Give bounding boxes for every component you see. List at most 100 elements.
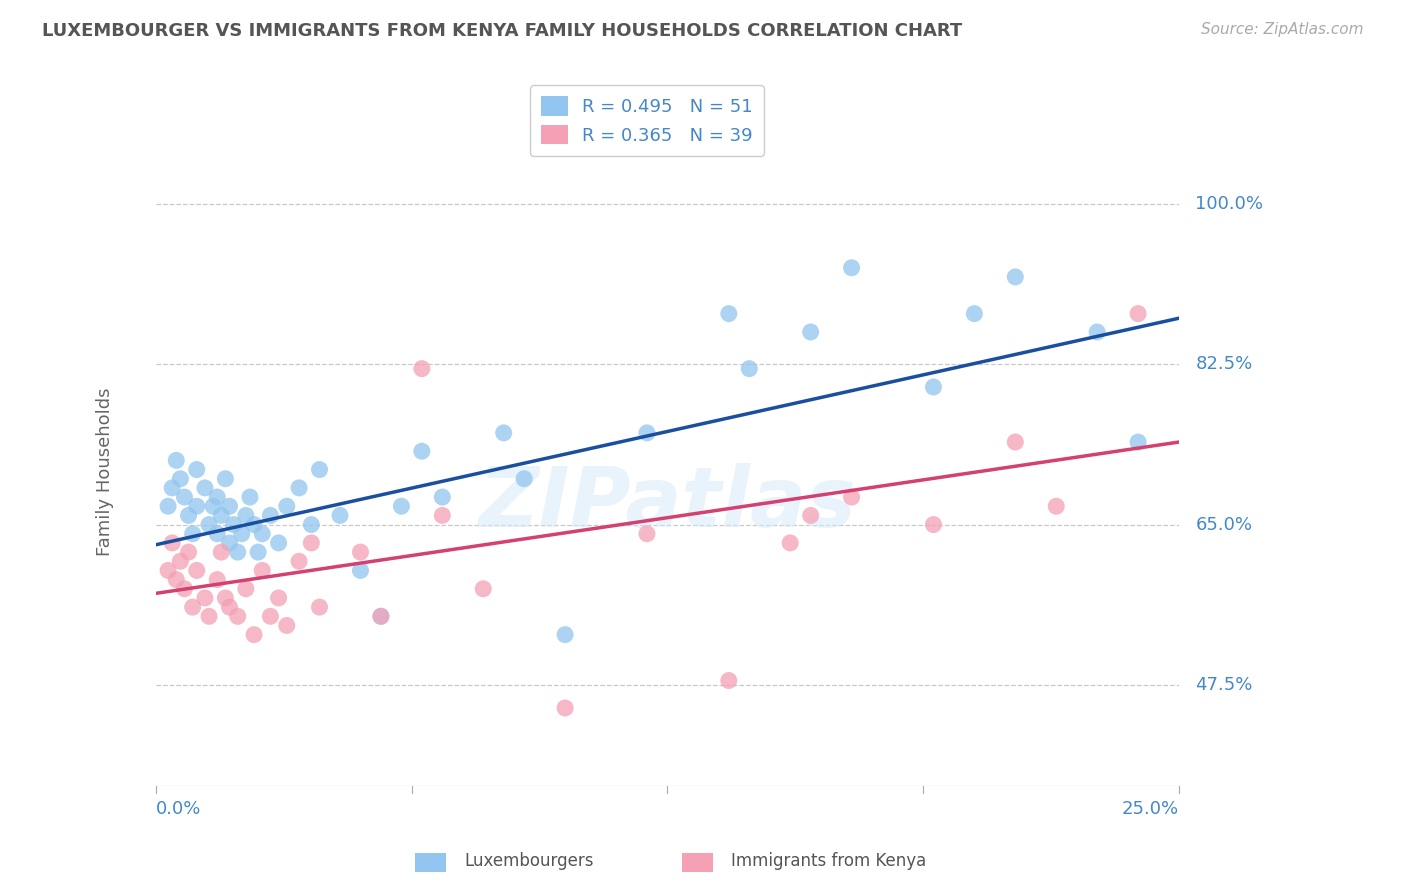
Point	[432, 508, 454, 523]
Point	[841, 260, 863, 275]
Point	[738, 361, 761, 376]
Point	[267, 591, 290, 605]
Point	[308, 600, 330, 615]
Point	[214, 472, 236, 486]
Point	[226, 609, 249, 624]
Point	[267, 536, 290, 550]
Point	[235, 508, 257, 523]
Point	[177, 508, 200, 523]
Point	[922, 380, 945, 394]
Point	[194, 481, 217, 495]
Point	[186, 462, 208, 476]
Point	[205, 573, 228, 587]
Point	[243, 517, 266, 532]
Point	[1004, 269, 1026, 284]
Point	[432, 490, 454, 504]
Point	[186, 564, 208, 578]
Text: ZIPatlas: ZIPatlas	[478, 463, 856, 544]
Point	[779, 536, 801, 550]
Point	[259, 609, 281, 624]
Text: 100.0%: 100.0%	[1195, 194, 1264, 212]
Text: 65.0%: 65.0%	[1195, 516, 1253, 533]
Point	[800, 325, 823, 339]
Point	[1004, 435, 1026, 450]
Point	[800, 508, 823, 523]
Point	[202, 500, 225, 514]
Text: Source: ZipAtlas.com: Source: ZipAtlas.com	[1201, 22, 1364, 37]
Text: 47.5%: 47.5%	[1195, 676, 1253, 694]
Point	[157, 500, 180, 514]
Point	[492, 425, 515, 440]
Point	[349, 545, 371, 559]
Point	[636, 425, 658, 440]
Point	[252, 526, 274, 541]
Text: LUXEMBOURGER VS IMMIGRANTS FROM KENYA FAMILY HOUSEHOLDS CORRELATION CHART: LUXEMBOURGER VS IMMIGRANTS FROM KENYA FA…	[42, 22, 963, 40]
Text: 82.5%: 82.5%	[1195, 355, 1253, 373]
Point	[243, 627, 266, 641]
Point	[411, 361, 433, 376]
Point	[370, 609, 392, 624]
Point	[288, 554, 311, 568]
Point	[157, 564, 180, 578]
Point	[186, 500, 208, 514]
Point	[259, 508, 281, 523]
Text: 25.0%: 25.0%	[1122, 800, 1180, 818]
Text: Immigrants from Kenya: Immigrants from Kenya	[731, 852, 927, 870]
Point	[165, 573, 187, 587]
Point	[308, 462, 330, 476]
Text: Luxembourgers: Luxembourgers	[464, 852, 593, 870]
Text: 0.0%: 0.0%	[156, 800, 201, 818]
Point	[169, 554, 191, 568]
Legend: R = 0.495   N = 51, R = 0.365   N = 39: R = 0.495 N = 51, R = 0.365 N = 39	[530, 85, 763, 155]
Point	[218, 600, 240, 615]
Point	[299, 517, 322, 532]
Point	[389, 500, 412, 514]
Point	[218, 500, 240, 514]
Point	[231, 526, 253, 541]
Point	[235, 582, 257, 596]
Point	[181, 600, 204, 615]
Point	[181, 526, 204, 541]
Text: Family Households: Family Households	[96, 388, 114, 556]
Point	[636, 526, 658, 541]
Point	[554, 627, 576, 641]
Point	[276, 500, 298, 514]
Point	[411, 444, 433, 458]
Point	[169, 472, 191, 486]
Point	[198, 609, 221, 624]
Point	[205, 526, 228, 541]
Point	[247, 545, 270, 559]
Point	[1085, 325, 1108, 339]
Point	[222, 517, 245, 532]
Point	[160, 536, 183, 550]
Point	[194, 591, 217, 605]
Point	[173, 582, 195, 596]
Point	[841, 490, 863, 504]
Point	[218, 536, 240, 550]
Point	[173, 490, 195, 504]
Point	[717, 673, 740, 688]
Point	[209, 508, 232, 523]
Point	[1045, 500, 1067, 514]
Point	[717, 307, 740, 321]
Point	[177, 545, 200, 559]
Point	[963, 307, 986, 321]
Point	[349, 564, 371, 578]
Point	[513, 472, 536, 486]
Point	[226, 545, 249, 559]
Point	[214, 591, 236, 605]
Point	[472, 582, 495, 596]
Point	[239, 490, 262, 504]
Point	[299, 536, 322, 550]
Point	[1126, 307, 1149, 321]
Point	[1126, 435, 1149, 450]
Point	[165, 453, 187, 467]
Point	[160, 481, 183, 495]
Point	[205, 490, 228, 504]
Point	[554, 701, 576, 715]
Point	[288, 481, 311, 495]
Point	[209, 545, 232, 559]
Point	[370, 609, 392, 624]
Point	[198, 517, 221, 532]
Point	[922, 517, 945, 532]
